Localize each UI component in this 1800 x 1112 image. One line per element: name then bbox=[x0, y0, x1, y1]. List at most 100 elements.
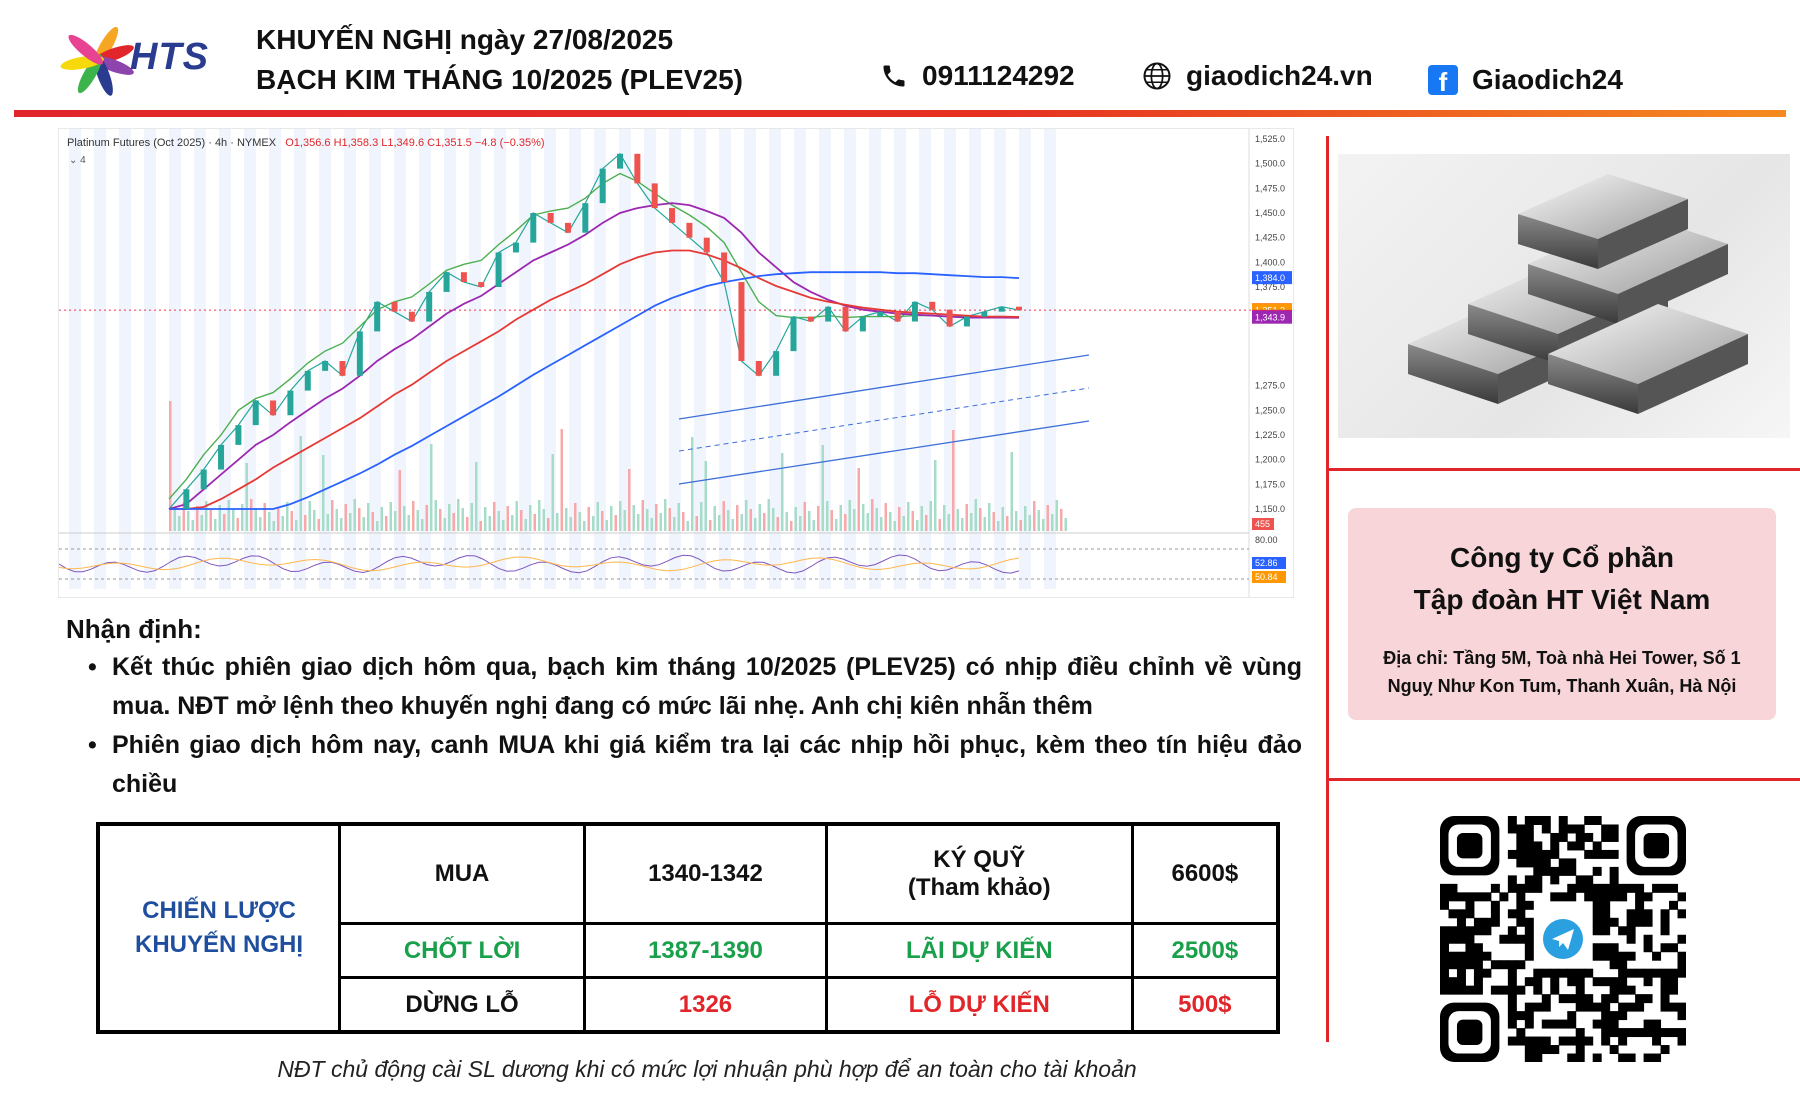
volume-bar bbox=[803, 502, 806, 531]
price-candle bbox=[235, 425, 242, 445]
qr-module bbox=[1465, 943, 1475, 953]
phone-contact[interactable]: 0911124292 bbox=[880, 60, 1075, 92]
qr-module bbox=[1660, 1045, 1670, 1055]
price-tag-label: 1,384.0 bbox=[1255, 273, 1285, 283]
qr-module bbox=[1507, 1019, 1517, 1029]
company-name-line1: Công ty Cổ phần bbox=[1450, 542, 1674, 573]
facebook-contact[interactable]: f Giaodich24 bbox=[1428, 64, 1623, 96]
expected-profit-value-cell: 2500$ bbox=[1130, 922, 1280, 980]
qr-module bbox=[1507, 934, 1517, 944]
volume-bar bbox=[556, 513, 559, 531]
volume-bar bbox=[668, 508, 671, 531]
volume-bar bbox=[758, 504, 761, 531]
price-candle bbox=[738, 282, 745, 361]
chart-canvas: 1,525.0 1,500.0 1,475.0 1,450.0 1,425.0 1,400… bbox=[58, 129, 1299, 597]
qr-module bbox=[1516, 985, 1526, 995]
table-row: CHIẾN LƯỢC KHUYẾN NGHỊ MUA 1340-1342 KÝ … bbox=[96, 822, 1280, 1034]
qr-module bbox=[1533, 816, 1543, 825]
qr-module bbox=[1524, 858, 1534, 868]
qr-module bbox=[1516, 960, 1526, 970]
qr-module bbox=[1677, 909, 1687, 919]
qr-module bbox=[1507, 824, 1517, 834]
volume-bar bbox=[853, 509, 856, 531]
price-candle bbox=[218, 444, 225, 470]
volume-bar bbox=[943, 505, 946, 531]
qr-module bbox=[1635, 917, 1645, 927]
volume-bar bbox=[659, 513, 662, 531]
qr-module bbox=[1516, 909, 1526, 919]
qr-module bbox=[1626, 1053, 1636, 1063]
series-line-4 bbox=[169, 249, 1020, 510]
volume-bar bbox=[421, 519, 424, 531]
platinum-bars-image bbox=[1338, 154, 1790, 438]
volume-bar bbox=[538, 500, 541, 531]
qr-module bbox=[1592, 849, 1602, 859]
qr-module bbox=[1456, 951, 1466, 961]
session-band bbox=[69, 129, 81, 589]
price-tick-label: 1,175.0 bbox=[1255, 479, 1285, 489]
analysis-title: Nhận định: bbox=[66, 614, 202, 644]
qr-module bbox=[1507, 968, 1517, 978]
qr-module bbox=[1652, 883, 1662, 893]
qr-module bbox=[1618, 1002, 1628, 1012]
volume-bar bbox=[434, 500, 437, 531]
volume-bar bbox=[898, 507, 901, 531]
volume-bar bbox=[250, 499, 253, 531]
qr-module bbox=[1456, 977, 1466, 987]
qr-module bbox=[1609, 1045, 1619, 1055]
session-band bbox=[519, 129, 531, 589]
qr-code-image bbox=[1440, 816, 1687, 1063]
price-tick-label: 1,375.0 bbox=[1255, 282, 1285, 292]
qr-module bbox=[1465, 985, 1475, 995]
volume-bar bbox=[767, 499, 770, 531]
volume-bar bbox=[268, 512, 271, 531]
qr-module bbox=[1677, 968, 1687, 978]
volume-bar bbox=[1015, 511, 1018, 531]
telegram-qr-code[interactable] bbox=[1440, 816, 1687, 1063]
price-candle bbox=[755, 361, 762, 376]
volume-bar bbox=[236, 518, 239, 531]
qr-module bbox=[1516, 858, 1526, 868]
qr-module bbox=[1592, 951, 1602, 961]
qr-module bbox=[1448, 985, 1458, 995]
qr-module bbox=[1635, 1028, 1645, 1038]
qr-module bbox=[1601, 951, 1611, 961]
indicator-toggle[interactable]: ⌄ 4 bbox=[69, 155, 86, 166]
qr-module bbox=[1677, 1002, 1687, 1012]
qr-module bbox=[1575, 1028, 1585, 1038]
qr-module bbox=[1507, 994, 1517, 1004]
price-candle bbox=[322, 361, 329, 371]
volume-bar bbox=[583, 521, 586, 531]
price-candle bbox=[304, 370, 311, 391]
volume-bar bbox=[524, 519, 527, 531]
qr-module bbox=[1507, 875, 1517, 885]
volume-bar bbox=[227, 500, 230, 531]
qr-module bbox=[1584, 816, 1594, 825]
volume-bar bbox=[349, 513, 352, 531]
volume-bar bbox=[1064, 518, 1067, 531]
volume-bar bbox=[601, 511, 604, 531]
session-band bbox=[969, 129, 981, 589]
volume-bar bbox=[322, 455, 325, 531]
qr-module bbox=[1524, 934, 1534, 944]
website-contact[interactable]: giaodich24.vn bbox=[1142, 60, 1373, 92]
qr-module bbox=[1601, 1019, 1611, 1029]
qr-module bbox=[1584, 1002, 1594, 1012]
qr-module bbox=[1626, 917, 1636, 927]
qr-module bbox=[1601, 849, 1611, 859]
company-address-line1: Địa chỉ: Tầng 5M, Toà nhà Hei Tower, Số … bbox=[1383, 648, 1741, 668]
qr-module bbox=[1609, 1019, 1619, 1029]
price-candle bbox=[200, 469, 207, 490]
osc-tag-label: 52.86 bbox=[1255, 558, 1278, 568]
qr-module bbox=[1669, 943, 1679, 953]
volume-bar bbox=[1037, 510, 1040, 531]
price-chart[interactable]: 1,525.0 1,500.0 1,475.0 1,450.0 1,425.0 1,400… bbox=[58, 128, 1299, 598]
volume-bar bbox=[533, 514, 536, 531]
qr-module bbox=[1448, 883, 1458, 893]
session-band bbox=[894, 129, 906, 589]
qr-module bbox=[1456, 968, 1466, 978]
qr-module bbox=[1533, 1002, 1543, 1012]
volume-bar bbox=[997, 521, 1000, 531]
qr-module bbox=[1550, 841, 1560, 851]
price-tick-label: 1,200.0 bbox=[1255, 455, 1285, 465]
